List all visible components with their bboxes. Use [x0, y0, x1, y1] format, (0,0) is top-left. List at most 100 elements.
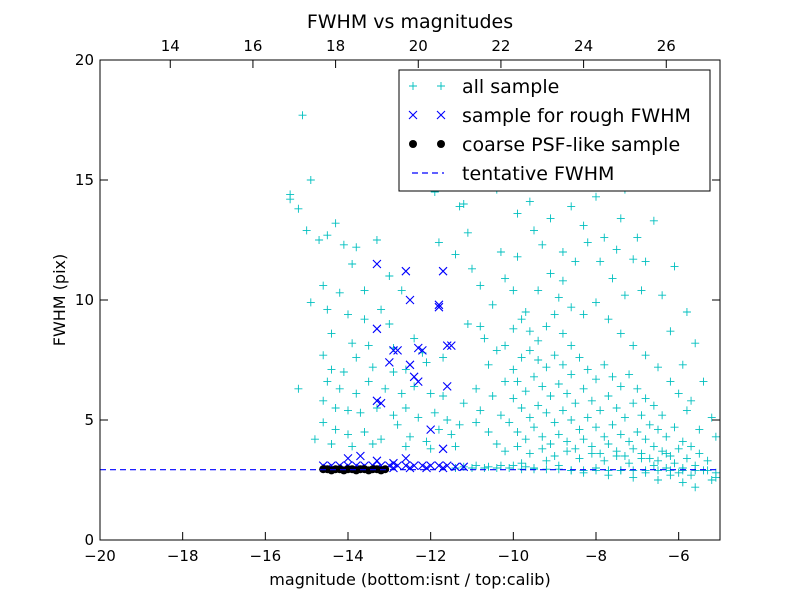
- data-point: [575, 353, 584, 362]
- data-point: [616, 382, 625, 391]
- data-point: [348, 260, 357, 268]
- data-point: [592, 298, 600, 307]
- data-point: [691, 339, 700, 348]
- data-point: [438, 444, 448, 454]
- legend-entry: all sample: [409, 76, 559, 98]
- data-point: [678, 466, 687, 475]
- data-point: [393, 346, 402, 355]
- data-point: [472, 384, 481, 393]
- data-point: [666, 377, 675, 386]
- data-point: [633, 233, 642, 242]
- data-point: [530, 226, 538, 235]
- data-point: [596, 449, 605, 458]
- data-point: [468, 464, 476, 472]
- data-point: [339, 368, 348, 376]
- data-point: [678, 437, 687, 446]
- data-point: [546, 214, 555, 223]
- data-point: [389, 346, 398, 355]
- data-point: [604, 392, 613, 400]
- top-x-tick-label: 14: [161, 37, 180, 55]
- data-point: [534, 401, 543, 410]
- data-point: [513, 442, 522, 451]
- data-point: [327, 365, 336, 374]
- data-point: [625, 370, 634, 379]
- data-point: [348, 442, 357, 451]
- data-point: [620, 291, 629, 300]
- data-point: [434, 461, 444, 470]
- data-point: [447, 430, 456, 439]
- data-point: [546, 269, 555, 278]
- data-point: [451, 442, 460, 451]
- legend-marker: [436, 110, 446, 120]
- data-point: [538, 240, 547, 249]
- data-point: [592, 423, 600, 432]
- data-point: [670, 423, 679, 432]
- legend-label: tentative FWHM: [462, 163, 614, 185]
- data-point: [558, 360, 567, 369]
- data-point: [641, 257, 650, 266]
- data-point: [583, 365, 592, 374]
- data-point: [649, 401, 658, 410]
- data-point: [327, 440, 336, 448]
- data-point: [691, 483, 700, 492]
- data-point: [401, 454, 411, 463]
- data-point: [389, 368, 398, 376]
- data-point: [509, 286, 518, 295]
- data-point: [476, 281, 485, 290]
- data-point: [550, 310, 559, 319]
- data-point: [401, 365, 410, 374]
- data-point: [567, 370, 576, 379]
- data-point: [558, 248, 567, 256]
- data-point: [558, 406, 567, 415]
- data-point: [372, 259, 382, 269]
- data-point: [397, 286, 406, 295]
- data-point: [604, 466, 613, 475]
- data-point: [567, 341, 576, 350]
- data-point: [629, 444, 638, 453]
- data-point: [670, 262, 679, 271]
- data-point: [372, 236, 381, 244]
- data-point: [397, 389, 406, 398]
- data-point: [352, 243, 361, 252]
- data-point: [492, 346, 501, 355]
- plot-points: [286, 106, 720, 492]
- data-point: [625, 459, 634, 468]
- data-point: [525, 197, 534, 206]
- data-point: [426, 461, 436, 470]
- data-point: [554, 293, 563, 302]
- data-point: [310, 435, 319, 444]
- data-point: [530, 423, 538, 432]
- data-point: [641, 435, 650, 444]
- data-point: [364, 377, 373, 386]
- data-point: [480, 464, 489, 472]
- legend-label: coarse PSF-like sample: [462, 134, 680, 156]
- data-point: [323, 305, 332, 314]
- data-point: [331, 404, 340, 412]
- legend-label: sample for rough FWHM: [462, 105, 691, 127]
- data-point: [662, 464, 671, 472]
- data-point: [393, 420, 402, 429]
- data-point: [418, 346, 427, 355]
- legend-entry: sample for rough FWHM: [408, 105, 691, 127]
- data-point: [389, 463, 398, 473]
- data-point: [654, 363, 662, 372]
- x-tick-label: −16: [250, 547, 282, 565]
- data-point: [492, 464, 501, 472]
- data-point: [488, 392, 497, 400]
- data-point: [687, 396, 696, 405]
- data-point: [542, 408, 551, 417]
- data-point: [600, 432, 609, 441]
- data-point: [620, 413, 629, 422]
- data-point: [579, 384, 588, 393]
- data-point: [649, 442, 658, 451]
- data-point: [662, 432, 671, 441]
- data-point: [666, 466, 675, 475]
- data-point: [521, 308, 530, 316]
- data-point: [377, 305, 386, 314]
- data-point: [442, 341, 452, 350]
- data-point: [550, 452, 559, 460]
- data-point: [434, 238, 443, 247]
- data-point: [401, 404, 410, 412]
- y-tick-label: 20: [75, 51, 94, 69]
